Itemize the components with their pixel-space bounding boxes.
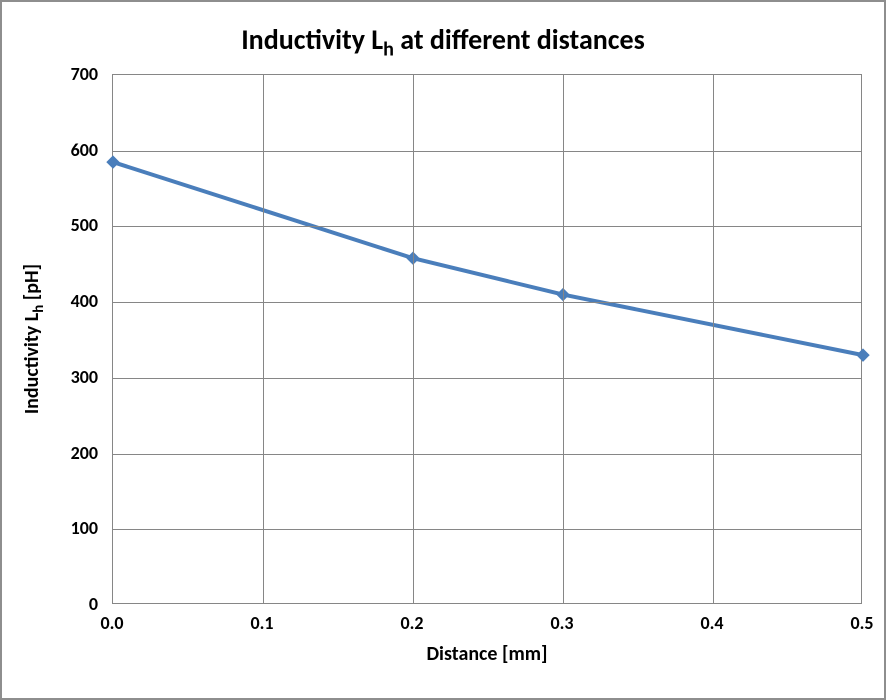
chart-series	[113, 75, 863, 605]
gridline-horizontal	[113, 454, 861, 455]
gridline-vertical	[263, 75, 264, 603]
x-tick-label: 0.5	[850, 612, 873, 634]
gridline-vertical	[563, 75, 564, 603]
y-axis-label: Inductivity Lh [pH]	[20, 264, 48, 414]
y-tick-label: 400	[71, 290, 98, 312]
series-line	[113, 162, 863, 355]
y-tick-label: 500	[71, 214, 98, 236]
y-tick-label: 600	[71, 139, 98, 161]
gridline-horizontal	[113, 226, 861, 227]
x-tick-label: 0.2	[400, 612, 423, 634]
x-tick-label: 0.3	[550, 612, 573, 634]
gridline-horizontal	[113, 151, 861, 152]
series-marker	[857, 349, 869, 361]
x-tick-label: 0.0	[100, 612, 123, 634]
series-marker	[107, 156, 119, 168]
y-tick-label: 700	[71, 63, 98, 85]
gridline-horizontal	[113, 378, 861, 379]
plot-area	[112, 74, 862, 604]
x-axis-label: Distance [mm]	[112, 642, 862, 666]
gridline-vertical	[713, 75, 714, 603]
gridline-horizontal	[113, 302, 861, 303]
y-tick-label: 0	[89, 593, 98, 615]
y-tick-label: 300	[71, 366, 98, 388]
chart-title: Inductivity Lh at different distances	[2, 22, 884, 62]
gridline-vertical	[413, 75, 414, 603]
y-tick-label: 100	[71, 517, 98, 539]
x-tick-label: 0.1	[250, 612, 273, 634]
y-tick-label: 200	[71, 442, 98, 464]
x-tick-label: 0.4	[700, 612, 723, 634]
gridline-horizontal	[113, 529, 861, 530]
chart-container: Inductivity Lh at different distances Di…	[0, 0, 886, 700]
